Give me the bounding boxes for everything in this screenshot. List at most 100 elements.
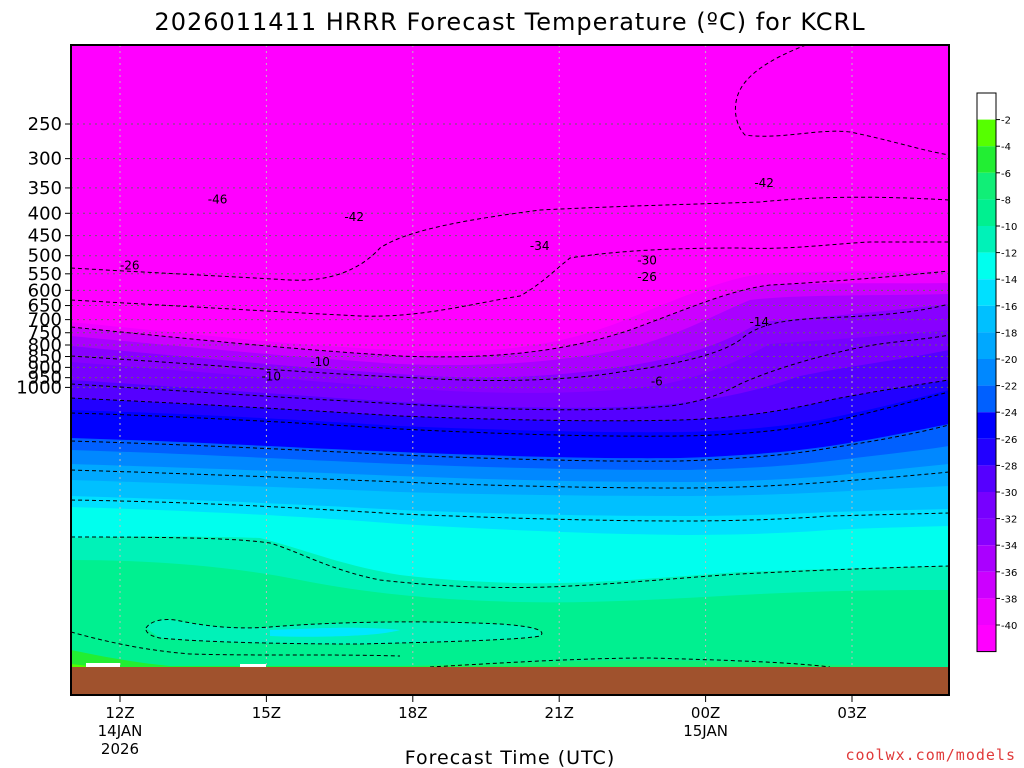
- colorbar-label: -26: [1001, 435, 1017, 446]
- x-tick-label: 21Z: [545, 704, 574, 722]
- colorbar-swatch: [977, 199, 996, 226]
- y-tick-label: 550: [28, 264, 62, 285]
- colorbar-label: -22: [1001, 382, 1017, 393]
- y-tick-label: 350: [28, 178, 62, 199]
- colorbar-swatch: [977, 226, 996, 253]
- colorbar-label: -34: [1001, 541, 1017, 552]
- y-tick-label: 900: [28, 357, 62, 378]
- colorbar-swatch: [977, 545, 996, 572]
- y-tick-label: 300: [28, 149, 62, 170]
- colorbar-swatch: [977, 146, 996, 173]
- colorbar-label: -38: [1001, 594, 1017, 605]
- colorbar-label: -12: [1001, 249, 1017, 260]
- contour-label: -34: [530, 239, 550, 253]
- contour-label: -26: [120, 258, 140, 272]
- colorbar-swatch: [977, 385, 996, 413]
- chart-title: 2026011411 HRRR Forecast Temperature (ºC…: [154, 8, 865, 36]
- isotherm-minus-6: [429, 657, 831, 668]
- y-tick-label: 400: [28, 203, 62, 224]
- x-tick-label: 00Z: [691, 704, 720, 722]
- colorbar-swatch: [977, 172, 996, 200]
- isotherms: [71, 45, 949, 668]
- ground: [71, 667, 949, 695]
- contour-label: -46: [208, 193, 228, 207]
- colorbar-swatch: [977, 571, 996, 599]
- y-tick-label: 950: [28, 368, 62, 389]
- credit-text[interactable]: coolwx.com/models: [845, 746, 1016, 764]
- contour-label: -10: [310, 355, 330, 369]
- y-tick-label: 700: [28, 310, 62, 331]
- surface-white-patch: [86, 663, 120, 667]
- contour-labels: -46 -42 -42 -34 -30 -26 -26 -14 -10 -10 -6: [120, 176, 774, 389]
- colorbar-label: -32: [1001, 515, 1017, 526]
- contour-label: -10: [261, 369, 281, 383]
- colorbar-swatch: [977, 438, 996, 466]
- band-minus-10-core: [270, 627, 400, 637]
- colorbar-swatch: [977, 492, 996, 519]
- contour-label: -6: [651, 375, 663, 389]
- y-tick-label: 800: [28, 335, 62, 356]
- colorbar-label: -40: [1001, 621, 1017, 632]
- contour-label: -42: [344, 210, 364, 224]
- colorbar-swatch: [977, 279, 996, 306]
- x-tick-date: 14JAN: [98, 722, 143, 740]
- colorbar-swatch: [977, 465, 996, 492]
- colorbar-label: -30: [1001, 488, 1017, 499]
- contour-label: -30: [637, 254, 657, 268]
- y-tick-label: 450: [28, 226, 62, 247]
- colorbar-label: -36: [1001, 568, 1017, 579]
- x-tick-date: 15JAN: [683, 722, 728, 740]
- colorbar-swatch: [977, 93, 996, 120]
- y-axis: 250 300 350 4004505005506006507007508008509…: [16, 114, 71, 398]
- colorbar-label: -18: [1001, 328, 1017, 339]
- isotherm-minus-24: [71, 424, 949, 462]
- isotherm-minus-50: [734, 45, 949, 156]
- colorbar-swatch: [977, 598, 996, 625]
- y-tick-label: 850: [28, 347, 62, 368]
- plot-area: -46 -42 -42 -34 -30 -26 -26 -14 -10 -10 -6: [71, 45, 949, 695]
- x-axis-label: Forecast Time (UTC): [405, 747, 615, 768]
- grid: [71, 45, 949, 695]
- isotherm-minus-34: [71, 303, 949, 381]
- x-tick-label: 12Z: [105, 704, 134, 722]
- isotherm-minus-10: [71, 631, 401, 657]
- y-tick-label: 600: [28, 280, 62, 301]
- isotherm-minus-20: [71, 469, 949, 489]
- y-tick-label: 650: [28, 296, 62, 317]
- isotherm-minus-26: [71, 391, 949, 437]
- colorbar-swatch: [977, 412, 996, 439]
- x-tick-year: 2026: [101, 740, 139, 758]
- y-tick-label: 250: [28, 114, 62, 135]
- isotherm-minus-16: [71, 499, 949, 522]
- contour-label: -26: [637, 270, 657, 284]
- contour-label: -14: [749, 315, 769, 329]
- colorbar-label: -20: [1001, 355, 1017, 366]
- isotherm-minus-10-loop: [145, 619, 543, 645]
- y-tick-label: 1000: [16, 377, 62, 398]
- colorbar-swatch: [977, 359, 996, 386]
- colorbar: -2 -4 -6 -8 -10 -12 -14 -16 -18 -20 -22 -24 -26 -28 -3…: [976, 92, 1017, 653]
- isotherm-minus-42: [71, 241, 949, 317]
- surface-white-patch: [240, 664, 266, 667]
- colorbar-label: -14: [1001, 275, 1017, 286]
- isotherm-minus-38: [71, 270, 949, 358]
- colorbar-label: -28: [1001, 461, 1017, 472]
- colorbar-swatch: [977, 252, 996, 280]
- colorbar-label: -24: [1001, 408, 1017, 419]
- y-tick-label: 750: [28, 323, 62, 344]
- y-tick-label: 500: [28, 246, 62, 267]
- isotherm-minus-28: [71, 379, 949, 422]
- x-tick-label: 18Z: [398, 704, 427, 722]
- x-tick-label: 15Z: [252, 704, 281, 722]
- colorbar-swatch: [977, 305, 996, 333]
- isotherm-minus-46: [71, 196, 949, 281]
- contour-label: -42: [754, 176, 774, 190]
- colorbar-label: -16: [1001, 302, 1017, 313]
- colorbar-swatch: [977, 625, 996, 652]
- colorbar-label: -10: [1001, 222, 1017, 233]
- colorbar-label: -4: [1001, 142, 1011, 153]
- colorbar-label: -2: [1001, 116, 1011, 127]
- colorbar-label: -8: [1001, 195, 1011, 206]
